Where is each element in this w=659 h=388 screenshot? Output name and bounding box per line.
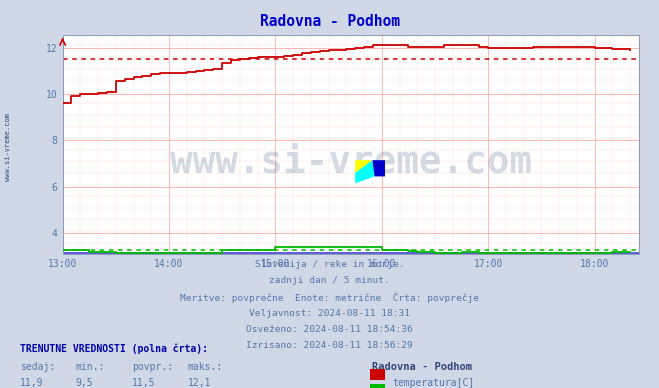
Text: 11,5: 11,5: [132, 378, 156, 388]
Polygon shape: [372, 160, 385, 177]
Text: TRENUTNE VREDNOSTI (polna črta):: TRENUTNE VREDNOSTI (polna črta):: [20, 343, 208, 354]
Polygon shape: [355, 160, 374, 184]
Text: maks.:: maks.:: [188, 362, 223, 372]
Text: Radovna - Podhom: Radovna - Podhom: [372, 362, 473, 372]
Text: sedaj:: sedaj:: [20, 362, 55, 372]
Text: Slovenija / reke in morje.: Slovenija / reke in morje.: [255, 260, 404, 269]
Text: Osveženo: 2024-08-11 18:54:36: Osveženo: 2024-08-11 18:54:36: [246, 325, 413, 334]
Polygon shape: [355, 160, 372, 173]
Text: min.:: min.:: [76, 362, 105, 372]
Text: 12,1: 12,1: [188, 378, 212, 388]
Text: www.si-vreme.com: www.si-vreme.com: [5, 113, 11, 182]
Text: temperatura[C]: temperatura[C]: [392, 378, 474, 388]
Text: Radovna - Podhom: Radovna - Podhom: [260, 14, 399, 29]
Text: povpr.:: povpr.:: [132, 362, 173, 372]
Text: Veljavnost: 2024-08-11 18:31: Veljavnost: 2024-08-11 18:31: [249, 309, 410, 318]
Text: 9,5: 9,5: [76, 378, 94, 388]
Text: www.si-vreme.com: www.si-vreme.com: [170, 144, 532, 180]
Text: 11,9: 11,9: [20, 378, 43, 388]
Text: zadnji dan / 5 minut.: zadnji dan / 5 minut.: [269, 276, 390, 285]
Text: Meritve: povprečne  Enote: metrične  Črta: povprečje: Meritve: povprečne Enote: metrične Črta:…: [180, 293, 479, 303]
Text: Izrisano: 2024-08-11 18:56:29: Izrisano: 2024-08-11 18:56:29: [246, 341, 413, 350]
